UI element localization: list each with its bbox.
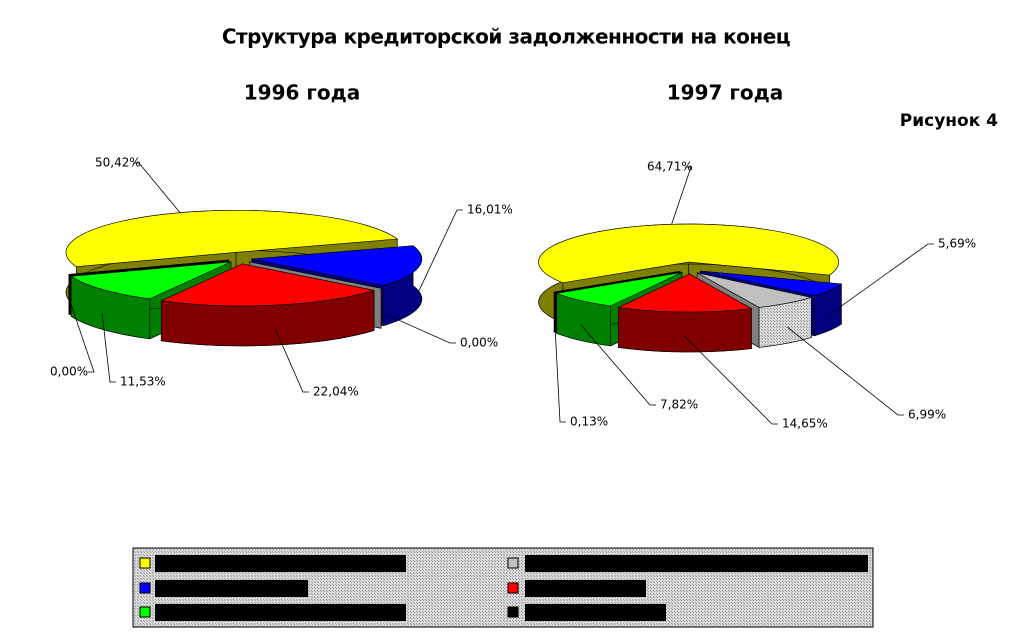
pie-slice: [555, 272, 683, 307]
legend-swatch: [139, 606, 151, 618]
pie-slice: [160, 263, 375, 307]
leader-line: [133, 162, 181, 213]
legend-swatch: [507, 557, 519, 569]
data-label: 5,69%: [938, 237, 976, 251]
pie: [65, 210, 423, 347]
legend-redacted: [155, 580, 308, 597]
pie-title: 1996 года: [244, 81, 360, 105]
pie-title: 1997 года: [667, 81, 783, 105]
data-label: 0,00%: [460, 336, 498, 350]
leader-line: [684, 335, 778, 425]
legend-redacted: [525, 580, 646, 597]
data-label: 6,99%: [908, 408, 946, 422]
pie: [538, 223, 843, 353]
leader-line: [380, 311, 456, 344]
chart-title: Структура кредиторской задолженности на …: [222, 25, 790, 49]
data-label: 11,53%: [120, 375, 166, 389]
legend-redacted: [525, 555, 868, 572]
legend-redacted: [525, 604, 666, 621]
pie-slice: [251, 245, 423, 286]
leader-line: [829, 243, 934, 315]
data-label: 0,13%: [570, 415, 608, 429]
legend-swatch: [139, 557, 151, 569]
pie-slice: [697, 272, 812, 308]
legend-swatch: [507, 606, 519, 618]
leader-line: [274, 328, 309, 393]
data-label: 64,71%: [647, 160, 693, 174]
data-label: 14,65%: [782, 417, 828, 431]
leader-line: [101, 313, 116, 383]
leader-line: [68, 298, 95, 373]
legend: [132, 547, 874, 628]
legend-swatch: [139, 582, 151, 594]
slice-side: [617, 307, 752, 353]
leader-line: [787, 326, 904, 416]
leader-line: [418, 209, 463, 291]
data-label: 0,00%: [50, 365, 88, 379]
pie-slice: [553, 270, 681, 293]
figure-label: Рисунок 4: [900, 111, 998, 131]
data-label: 50,42%: [95, 156, 141, 170]
data-label: 7,82%: [660, 398, 698, 412]
pie-slice: [70, 261, 232, 300]
data-label: 22,04%: [313, 385, 359, 399]
pie-slice: [249, 261, 382, 289]
leader-line: [580, 324, 656, 406]
data-label: 16,01%: [467, 203, 513, 217]
legend-redacted: [155, 555, 406, 572]
pie-slice: [617, 273, 753, 313]
legend-swatch: [507, 582, 519, 594]
leader-line: [671, 166, 692, 225]
leader-line: [554, 316, 566, 423]
legend-redacted: [155, 604, 406, 621]
pie-slice: [700, 270, 843, 296]
